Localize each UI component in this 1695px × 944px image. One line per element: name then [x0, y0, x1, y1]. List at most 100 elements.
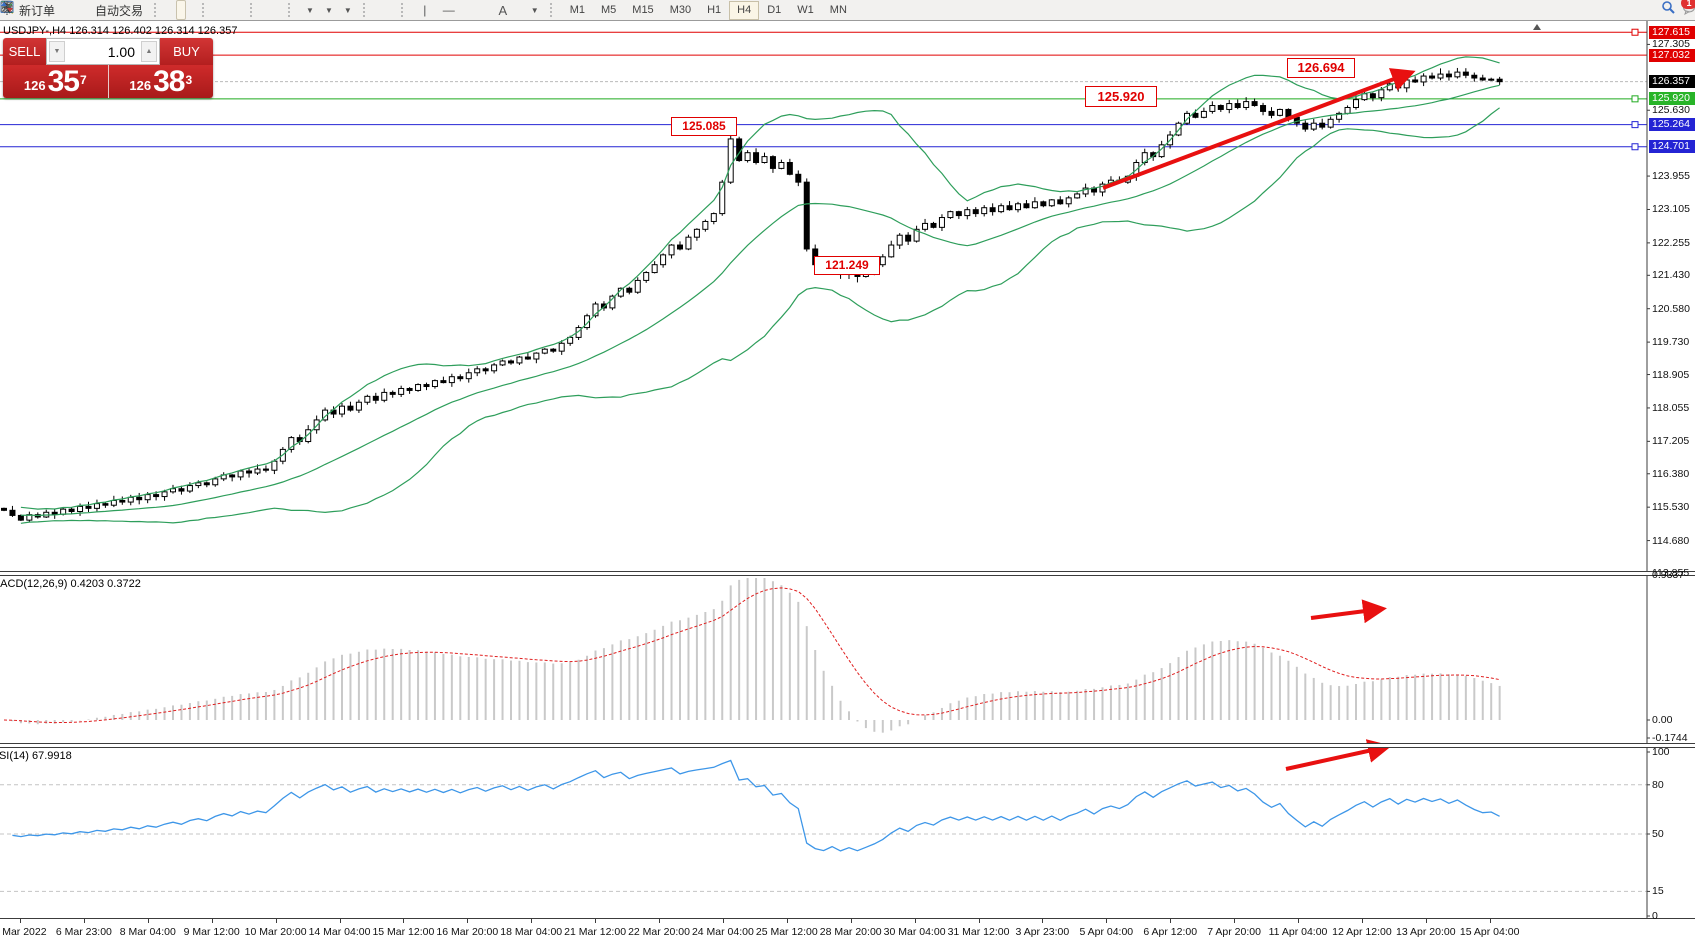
price-tick-label: 118.905: [1652, 368, 1690, 381]
one-click-trading-panel: SELL ▼ ▲ BUY 126 35 7 126 38 3: [3, 38, 213, 98]
arrows-tool-button[interactable]: ▼: [1, 0, 544, 20]
timeframe-button-W1[interactable]: W1: [797, 3, 814, 16]
trend-arrow-main[interactable]: [1102, 68, 1416, 190]
horizontal-line-tool-button[interactable]: —: [437, 0, 461, 20]
sell-price[interactable]: 126 35 7: [3, 65, 108, 98]
time-axis-label: 10 Mar 20:00: [244, 926, 307, 938]
buy-price-fraction: 3: [185, 73, 193, 87]
timeframe-button-M15[interactable]: M15: [632, 3, 654, 16]
time-axis-label: 13 Apr 20:00: [1396, 926, 1456, 938]
time-axis-tick: [211, 919, 213, 923]
price-tick-label: 121.430: [1652, 269, 1690, 282]
price-tick-label: 116.380: [1652, 467, 1690, 480]
periods-dropdown-caret: ▼: [324, 5, 333, 15]
text-tool-button[interactable]: A: [491, 0, 515, 20]
time-axis-tick: [467, 919, 469, 923]
volume-increase-button[interactable]: ▲: [141, 41, 157, 62]
time-axis-tick: [1361, 919, 1363, 923]
price-callout-125.920[interactable]: 125.920: [1085, 86, 1157, 107]
macd-label: MACD(12,26,9) 0.4203 0.3722: [0, 578, 141, 590]
toolbar-separator: [202, 3, 211, 17]
rsi-line: [12, 759, 1500, 852]
bollinger-band-l: [20, 107, 1500, 524]
time-axis-tick: [978, 919, 980, 923]
time-axis-label: 6 Apr 12:00: [1143, 926, 1198, 938]
trendline-tool-button[interactable]: [1, 0, 471, 20]
price-tick-label: 119.730: [1652, 336, 1690, 349]
timeframe-group: M1 M5 M15 M30 H1 H4 D1 W1 MN: [562, 0, 855, 20]
price-tick-label: 122.255: [1652, 236, 1690, 249]
time-axis-label: 5 Apr 04:00: [1079, 926, 1134, 938]
price-badge-125.264: 125.264: [1649, 118, 1695, 132]
time-axis-tick: [275, 919, 277, 923]
trend-arrow-rsi[interactable]: [1285, 739, 1392, 771]
trend-arrow-macd[interactable]: [1310, 599, 1387, 624]
time-axis[interactable]: 4 Mar 2022 6 Mar 23:00 8 Mar 04:00 9 Mar 12…: [0, 918, 1695, 944]
timeframe-button-M5[interactable]: M5: [601, 3, 617, 16]
time-axis-label: 15 Apr 04:00: [1459, 926, 1520, 938]
price-tick-label: 117.205: [1652, 435, 1690, 448]
sell-price-pips: 35: [47, 65, 80, 98]
timeframe-button-H4[interactable]: H4: [729, 0, 760, 20]
buy-price[interactable]: 126 38 3: [107, 65, 213, 98]
drawn-objects-layer[interactable]: [1102, 21, 1650, 918]
time-axis-label: 14 Mar 04:00: [308, 926, 371, 938]
hline-handle[interactable]: [1631, 95, 1639, 103]
time-axis-tick: [1489, 919, 1491, 923]
time-axis-label: 18 Mar 04:00: [500, 926, 563, 938]
buy-button[interactable]: BUY: [160, 38, 213, 65]
time-axis-tick: [914, 919, 916, 923]
search-button[interactable]: [1661, 0, 1675, 20]
buy-price-pips: 38: [153, 65, 185, 98]
macd-pane-separator[interactable]: [0, 571, 1695, 576]
time-axis-tick: [1106, 919, 1108, 923]
toolbar-separator: [250, 3, 259, 17]
hline-handle[interactable]: [1631, 28, 1639, 36]
sell-button[interactable]: SELL: [3, 38, 46, 65]
chart-shift-marker[interactable]: [1533, 24, 1541, 30]
volume-decrease-button[interactable]: ▼: [49, 41, 65, 62]
horizontal-line-icon: —: [442, 3, 455, 17]
timeframe-button-M30[interactable]: M30: [669, 3, 692, 16]
time-axis-label: 7 Apr 20:00: [1207, 926, 1261, 938]
price-tick-label: 115.530: [1652, 501, 1690, 514]
time-axis-tick: [83, 919, 85, 923]
rsi-axis-label: 80: [1652, 778, 1664, 791]
sell-price-fraction: 7: [79, 73, 87, 87]
buy-price-figure: 126: [129, 78, 152, 93]
price-callout-125.085[interactable]: 125.085: [671, 117, 737, 136]
time-axis-label: 15 Mar 12:00: [372, 926, 435, 938]
price-tick-label: 118.055: [1652, 401, 1690, 414]
price-tick-label: 127.305: [1652, 38, 1690, 51]
price-callout-126.694[interactable]: 126.694: [1287, 58, 1355, 78]
volume-box: ▼ ▲: [46, 38, 160, 65]
time-axis-tick: [147, 919, 149, 923]
arrows-icon: [1, 2, 13, 12]
vertical-line-tool-button[interactable]: |: [413, 0, 437, 20]
timeframe-button-H1[interactable]: H1: [707, 3, 722, 16]
notifications-button[interactable]: 1: [1681, 0, 1695, 20]
rsi-pane: [0, 759, 1647, 892]
timeframe-button-D1[interactable]: D1: [767, 3, 782, 16]
price-tick-label: 125.630: [1652, 104, 1690, 117]
autotrading-label: 自动交易: [95, 3, 144, 18]
volume-input[interactable]: [67, 39, 139, 64]
price-axis[interactable]: 127.305 125.630 123.955 123.105 122.255 121.4…: [1648, 21, 1695, 922]
rsi-axis-label: 100: [1652, 746, 1670, 758]
timeframe-button-MN[interactable]: MN: [829, 3, 847, 16]
price-tick-label: 120.580: [1652, 302, 1690, 315]
label-tool-button[interactable]: T: [1, 0, 525, 20]
hline-handle[interactable]: [1631, 143, 1639, 151]
macd-axis-label: 0.00: [1652, 714, 1673, 726]
indicators-dropdown-caret: ▼: [306, 5, 314, 15]
time-axis-label: 31 Mar 12:00: [947, 926, 1010, 938]
toolbar-separator: [362, 3, 372, 17]
time-axis-tick: [1042, 919, 1044, 923]
rsi-axis-label: 0: [1652, 910, 1658, 922]
timeframe-button-M1[interactable]: M1: [569, 3, 585, 16]
rsi-pane-separator[interactable]: [0, 743, 1695, 748]
time-axis-label: 24 Mar 04:00: [691, 926, 754, 938]
price-callout-121.249[interactable]: 121.249: [814, 256, 880, 275]
hline-handle[interactable]: [1631, 121, 1639, 129]
